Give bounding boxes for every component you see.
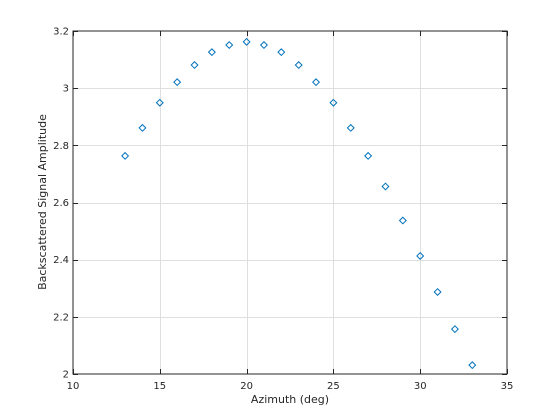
y-tick-label: 2 — [63, 370, 69, 381]
data-point — [190, 61, 199, 70]
y-tick-label: 2.6 — [53, 198, 69, 209]
x-tick-labels: 10 15 20 25 30 35 — [67, 381, 514, 392]
data-point — [346, 123, 355, 132]
data-point — [173, 78, 182, 87]
data-point — [242, 37, 251, 46]
y-tick-label: 3 — [63, 84, 69, 95]
plot-area — [73, 31, 507, 374]
x-tick-label: 20 — [240, 381, 253, 392]
y-tick-label: 2.4 — [53, 255, 69, 266]
y-tick-label: 2.8 — [53, 141, 69, 152]
data-point — [433, 287, 442, 296]
data-point — [364, 151, 373, 160]
ticks — [73, 31, 508, 375]
x-axis-label: Azimuth (deg) — [251, 393, 329, 406]
x-tick-label: 10 — [67, 381, 80, 392]
data-point — [294, 61, 303, 70]
x-tick-label: 15 — [153, 381, 166, 392]
data-point — [225, 41, 234, 50]
y-tick-label: 2.2 — [53, 312, 69, 323]
data-point — [121, 151, 130, 160]
data-point — [398, 216, 407, 225]
data-point — [468, 361, 477, 370]
data-point — [312, 78, 321, 87]
x-tick-label: 35 — [501, 381, 514, 392]
data-point — [277, 48, 286, 57]
y-axis-label: Backscattered Signal Amplitude — [36, 114, 49, 290]
data-point — [329, 98, 338, 107]
x-tick-label: 25 — [327, 381, 340, 392]
data-point — [138, 123, 147, 132]
data-point — [450, 325, 459, 334]
data-point — [259, 41, 268, 50]
data-points — [121, 37, 477, 370]
axes-box — [72, 30, 508, 375]
grid — [73, 31, 507, 374]
data-point — [207, 48, 216, 57]
data-point — [416, 251, 425, 260]
y-tick-label: 3.2 — [53, 27, 69, 38]
y-tick-labels: 2 2.2 2.4 2.6 2.8 3 3.2 — [53, 27, 69, 381]
x-tick-label: 30 — [414, 381, 427, 392]
data-point — [381, 182, 390, 191]
data-point — [155, 98, 164, 107]
